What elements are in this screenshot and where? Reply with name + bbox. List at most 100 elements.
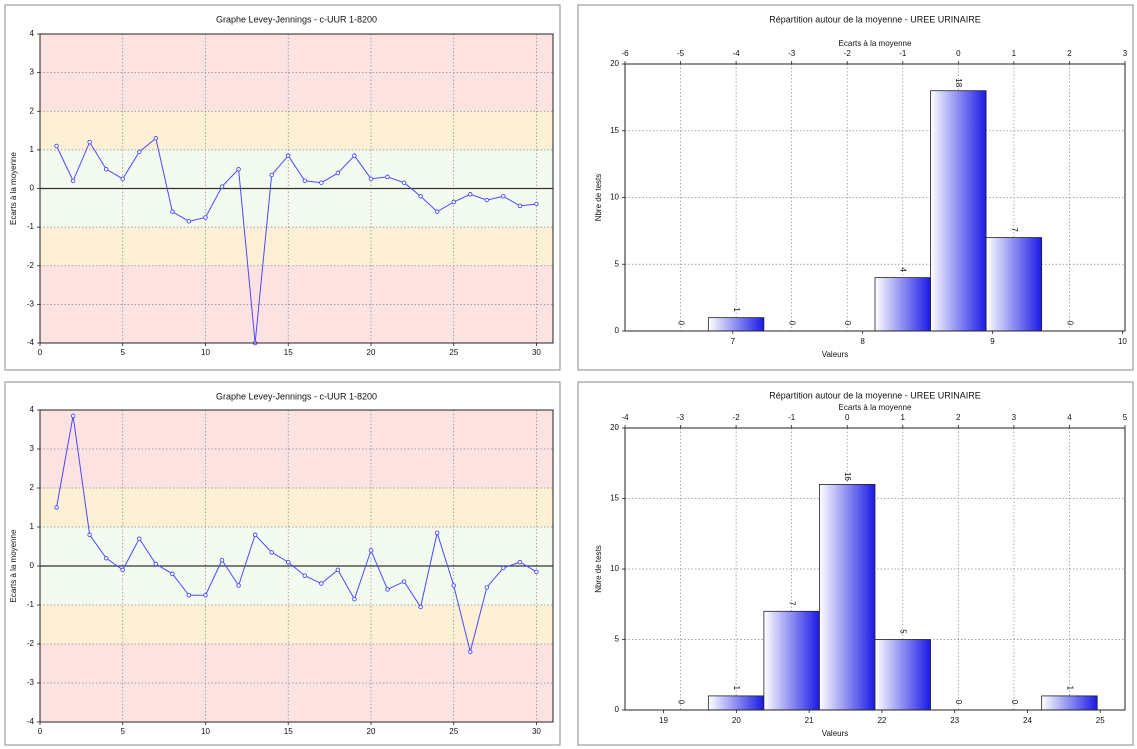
x-axis-label: Valeurs	[822, 729, 849, 738]
y-tick-label: 1	[30, 145, 35, 154]
sd-band	[40, 34, 553, 73]
data-point	[269, 172, 274, 178]
x-tick-label: 20	[367, 727, 376, 736]
x-tick-label: 23	[950, 716, 959, 725]
x-tick-label: 15	[284, 348, 293, 357]
x-tick-label: 0	[38, 348, 43, 357]
sd-band	[40, 488, 553, 527]
x2-tick-label: -2	[844, 49, 852, 58]
data-point	[87, 139, 92, 145]
x-tick-label: 19	[659, 716, 668, 725]
chart-title: Répartition autour de la moyenne - UREE …	[769, 14, 981, 24]
data-point	[302, 178, 308, 184]
bar-count-label: 0	[954, 700, 963, 705]
y-tick-label: 3	[30, 68, 35, 77]
bar-count-label: 0	[676, 321, 685, 326]
bar-count-label: 4	[899, 267, 908, 272]
y-tick-label: 10	[610, 193, 619, 202]
sd-band	[40, 188, 553, 228]
x2-tick-label: 0	[956, 49, 961, 58]
data-point	[70, 413, 76, 419]
bar-count-label: 1	[1065, 686, 1074, 691]
data-point	[285, 559, 291, 565]
y-tick-label: 20	[610, 59, 619, 68]
bar-count-label: 1	[732, 307, 741, 312]
y-tick-label: 0	[615, 326, 620, 335]
data-point	[54, 505, 59, 510]
data-point	[368, 176, 374, 182]
x-axis-label: Valeurs	[822, 350, 849, 359]
y-axis-label: Ecarts à la moyenne	[9, 151, 18, 224]
data-point	[137, 149, 142, 155]
data-point	[236, 583, 241, 588]
data-point	[352, 596, 357, 602]
x2-tick-label: 1	[1012, 49, 1017, 58]
data-point	[186, 593, 192, 598]
data-point	[484, 585, 490, 590]
data-point	[385, 587, 390, 592]
sd-band	[40, 304, 553, 343]
data-point	[468, 649, 473, 655]
data-point	[87, 532, 92, 538]
sd-band	[40, 227, 553, 266]
x-tick-label: 30	[532, 727, 541, 736]
data-point	[285, 153, 291, 158]
y-tick-label: 5	[615, 635, 620, 644]
data-point	[451, 583, 456, 588]
x2-tick-label: -4	[733, 49, 741, 58]
data-point	[534, 201, 539, 207]
bar	[819, 483, 876, 711]
data-point	[434, 530, 440, 536]
y-tick-label: -4	[27, 338, 35, 347]
bar	[707, 695, 765, 711]
data-point	[451, 199, 456, 205]
y-tick-label: -3	[27, 299, 35, 308]
data-point	[335, 567, 341, 573]
bar-count-label: 0	[1065, 321, 1074, 326]
bar-count-label: 7	[1010, 227, 1019, 232]
plot-frame	[39, 33, 554, 344]
sd-band	[40, 449, 553, 488]
data-point	[219, 557, 225, 563]
data-point	[54, 143, 59, 149]
bar	[874, 639, 931, 711]
chart-title: Graphe Levey-Jennings - c-UUR 1-8200	[216, 14, 377, 24]
bar-count-label: 0	[843, 321, 852, 326]
data-point	[335, 170, 341, 176]
y-tick-label: 15	[610, 126, 619, 135]
y-tick-label: 5	[615, 259, 620, 268]
data-point	[468, 192, 473, 197]
y-tick-label: 10	[610, 564, 619, 573]
data-point	[401, 180, 407, 185]
y-tick-label: 1	[30, 522, 35, 531]
bar	[707, 317, 765, 332]
x-tick-label: 8	[860, 337, 865, 346]
sd-band	[40, 605, 553, 644]
x2-tick-label: 2	[956, 413, 961, 422]
y-tick-label: 15	[610, 494, 619, 503]
data-point	[103, 555, 109, 561]
x2-tick-label: -3	[788, 49, 796, 58]
data-point	[120, 567, 125, 573]
bar-count-label: 0	[676, 700, 685, 705]
data-point	[517, 203, 523, 209]
data-point	[385, 174, 390, 180]
plot-frame	[39, 409, 554, 723]
bar-count-label: 0	[788, 321, 797, 326]
data-point	[434, 209, 440, 214]
chart-panel: Répartition autour de la moyenne - UREE …	[577, 381, 1134, 746]
chart-title: Graphe Levey-Jennings - c-UUR 1-8200	[216, 391, 377, 401]
y-tick-label: -1	[27, 600, 35, 609]
data-point	[501, 565, 506, 571]
data-point	[219, 184, 225, 189]
data-point	[153, 136, 159, 141]
sd-band	[40, 149, 553, 189]
x2-tick-label: 0	[845, 413, 850, 422]
data-point	[170, 209, 175, 214]
x-tick-label: 24	[1023, 716, 1032, 725]
data-point	[252, 532, 258, 538]
x2-tick-label: 2	[1067, 49, 1072, 58]
data-point	[153, 561, 159, 567]
plot-frame	[624, 63, 1126, 332]
y-tick-label: 2	[30, 106, 35, 115]
